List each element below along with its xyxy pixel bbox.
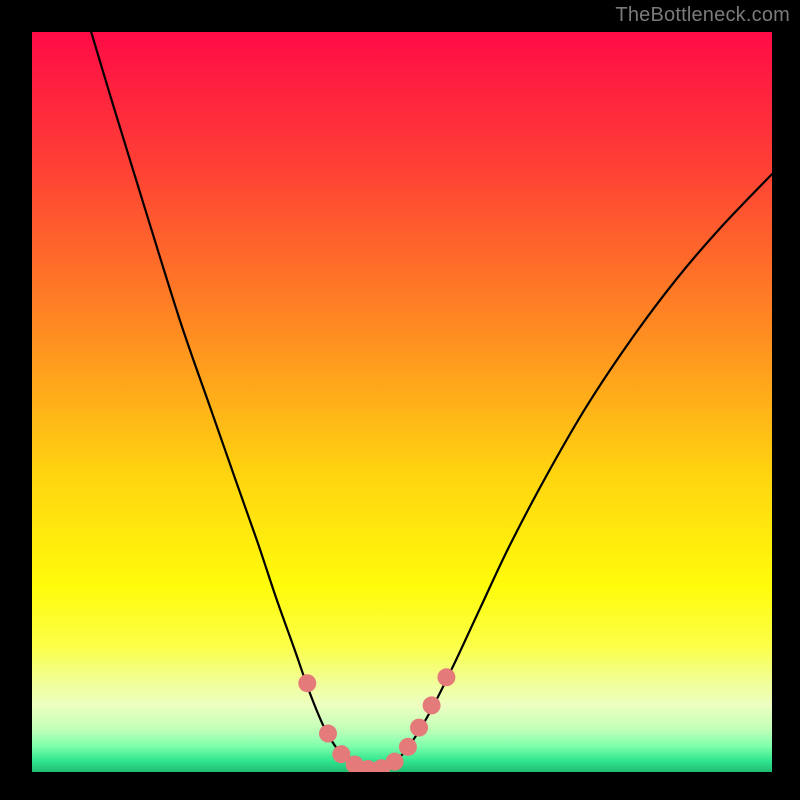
curve-marker (298, 674, 316, 692)
chart-container (32, 32, 772, 772)
curve-marker (410, 719, 428, 737)
curve-marker (437, 668, 455, 686)
chart-svg (32, 32, 772, 772)
chart-background (32, 32, 772, 772)
watermark-text: TheBottleneck.com (615, 4, 790, 27)
curve-marker (423, 696, 441, 714)
curve-marker (399, 738, 417, 756)
curve-marker (386, 753, 404, 771)
curve-marker (319, 725, 337, 743)
